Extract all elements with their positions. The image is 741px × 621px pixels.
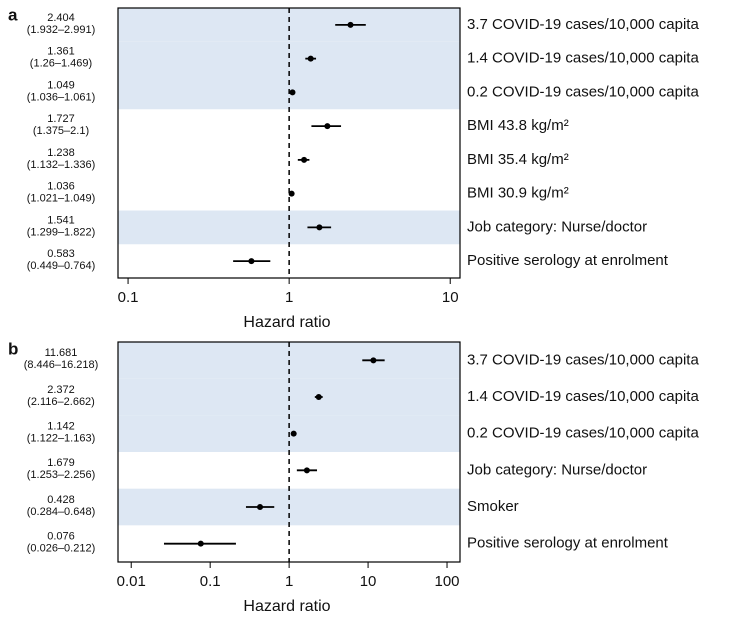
ci-label: (1.932–2.991) bbox=[27, 24, 96, 36]
x-tick-label: 1 bbox=[285, 289, 293, 306]
ci-label: (0.284–0.648) bbox=[27, 506, 96, 518]
row-label: Job category: Nurse/doctor bbox=[467, 461, 647, 478]
row-label: BMI 43.8 kg/m² bbox=[467, 117, 569, 134]
value-label: 1.049 bbox=[47, 79, 75, 91]
value-label: 2.372 bbox=[47, 384, 75, 396]
ci-label: (1.021–1.049) bbox=[27, 193, 96, 205]
value-label: 0.076 bbox=[47, 531, 75, 543]
x-axis-label: Hazard ratio bbox=[243, 598, 330, 615]
row-label: 1.4 COVID-19 cases/10,000 capita bbox=[467, 388, 699, 405]
value-label: 1.541 bbox=[47, 214, 75, 226]
ci-label: (1.253–2.256) bbox=[27, 469, 96, 481]
row-label: Positive serology at enrolment bbox=[467, 252, 669, 269]
row-label: Job category: Nurse/doctor bbox=[467, 218, 647, 235]
estimate-point bbox=[248, 258, 255, 265]
x-tick-label: 1 bbox=[285, 573, 293, 590]
row-label: Positive serology at enrolment bbox=[467, 535, 669, 552]
value-label: 2.404 bbox=[47, 12, 75, 24]
x-axis-label: Hazard ratio bbox=[243, 314, 330, 331]
estimate-point bbox=[303, 467, 310, 474]
estimate-point bbox=[347, 21, 354, 28]
row-label: 0.2 COVID-19 cases/10,000 capita bbox=[467, 83, 699, 100]
row-label: 1.4 COVID-19 cases/10,000 capita bbox=[467, 50, 699, 67]
value-label: 1.142 bbox=[47, 421, 75, 433]
estimate-point bbox=[288, 190, 295, 197]
estimate-point bbox=[290, 430, 297, 437]
ci-label: (1.375–2.1) bbox=[33, 125, 89, 137]
ci-label: (8.446–16.218) bbox=[24, 359, 99, 371]
estimate-point bbox=[289, 89, 296, 96]
estimate-point bbox=[197, 540, 204, 547]
estimate-point bbox=[315, 394, 322, 400]
ci-label: (0.026–0.212) bbox=[27, 543, 96, 555]
x-tick-label: 0.1 bbox=[200, 573, 221, 590]
ci-label: (1.299–1.822) bbox=[27, 226, 96, 238]
x-tick-label: 0.01 bbox=[117, 573, 146, 590]
row-label: BMI 35.4 kg/m² bbox=[467, 151, 569, 168]
ci-label: (1.036–1.061) bbox=[27, 91, 96, 103]
ci-label: (1.122–1.163) bbox=[27, 433, 96, 445]
value-label: 0.583 bbox=[47, 248, 75, 260]
ci-label: (1.26–1.469) bbox=[30, 58, 92, 70]
value-label: 1.361 bbox=[47, 46, 75, 58]
ci-label: (0.449–0.764) bbox=[27, 260, 96, 272]
value-label: 0.428 bbox=[47, 494, 75, 506]
value-label: 11.681 bbox=[45, 347, 78, 359]
row-label: 3.7 COVID-19 cases/10,000 capita bbox=[467, 16, 699, 33]
estimate-point bbox=[307, 55, 314, 62]
row-label: 0.2 COVID-19 cases/10,000 capita bbox=[467, 425, 699, 442]
x-tick-label: 10 bbox=[442, 289, 459, 306]
value-label: 1.036 bbox=[47, 181, 75, 193]
ci-label: (2.116–2.662) bbox=[27, 396, 95, 408]
estimate-point bbox=[370, 357, 377, 364]
x-tick-label: 100 bbox=[435, 573, 460, 590]
row-label: Smoker bbox=[467, 498, 519, 515]
value-label: 1.727 bbox=[47, 113, 75, 125]
panel-label: b bbox=[8, 339, 18, 358]
x-tick-label: 0.1 bbox=[118, 289, 139, 306]
estimate-point bbox=[257, 504, 264, 510]
value-label: 1.679 bbox=[47, 457, 75, 469]
estimate-point bbox=[301, 156, 308, 163]
value-label: 1.238 bbox=[47, 147, 75, 159]
estimate-point bbox=[316, 224, 323, 231]
x-tick-label: 10 bbox=[360, 573, 377, 590]
row-label: 3.7 COVID-19 cases/10,000 capita bbox=[467, 351, 699, 368]
ci-label: (1.132–1.336) bbox=[27, 159, 96, 171]
estimate-point bbox=[324, 123, 331, 130]
row-label: BMI 30.9 kg/m² bbox=[467, 185, 569, 202]
panel-label: a bbox=[8, 5, 18, 24]
